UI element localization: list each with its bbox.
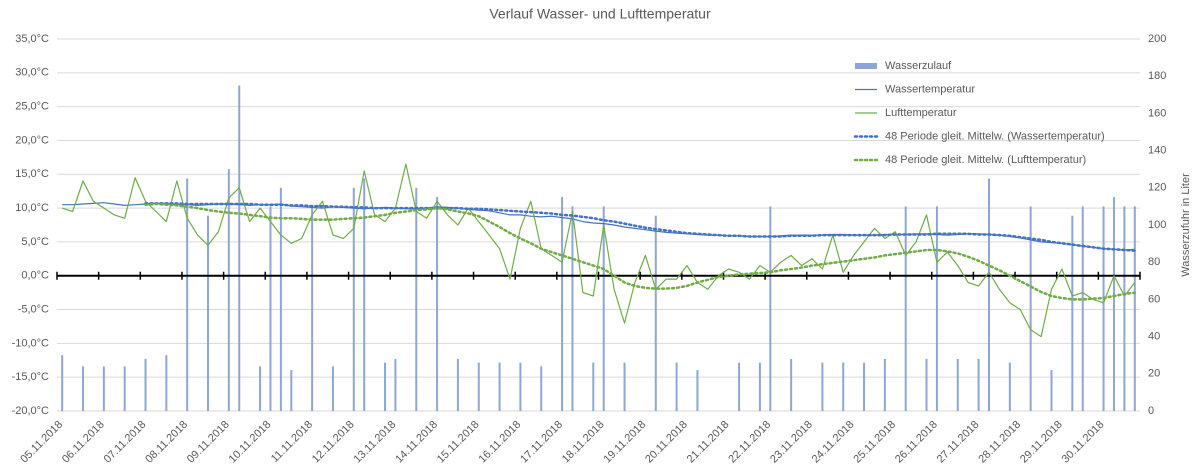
bar: [592, 362, 595, 411]
legend-label: Wassertemperatur: [885, 83, 975, 95]
bar: [311, 206, 314, 411]
y-tick-label: -10,0°C: [12, 337, 49, 349]
bar: [82, 366, 85, 411]
bar: [477, 362, 480, 411]
bar: [540, 366, 543, 411]
bar: [1081, 206, 1084, 411]
bar: [394, 358, 397, 411]
bar: [602, 206, 605, 411]
legend-swatch: [855, 63, 877, 69]
y2-tick-label: 60: [1148, 293, 1160, 305]
moving-average-line: [144, 202, 1137, 252]
bar: [863, 362, 866, 411]
bar: [1102, 206, 1105, 411]
legend-label: 48 Periode gleit. Mittelw. (Wassertemper…: [885, 130, 1105, 142]
bar: [769, 206, 772, 411]
bar: [269, 206, 272, 411]
bar: [363, 178, 366, 411]
bar: [352, 187, 355, 411]
bar: [821, 362, 824, 411]
legend-label: Wasserzulauf: [885, 60, 952, 72]
bar: [384, 362, 387, 411]
bar: [227, 169, 230, 411]
chart-title: Verlauf Wasser- und Lufttemperatur: [489, 6, 711, 22]
bar: [498, 362, 501, 411]
bar: [675, 362, 678, 411]
bar: [1029, 206, 1032, 411]
bar: [144, 358, 147, 411]
y2-tick-label: 0: [1148, 405, 1154, 417]
bar: [696, 370, 699, 411]
bar: [259, 366, 262, 411]
y-tick-label: 20,0°C: [15, 134, 49, 146]
bar: [519, 362, 522, 411]
line: [62, 163, 1136, 338]
bar: [790, 358, 793, 411]
bar: [1112, 197, 1115, 411]
bar: [988, 178, 991, 411]
bar: [186, 178, 189, 411]
y2-tick-label: 140: [1148, 145, 1166, 157]
bar: [1071, 215, 1074, 411]
bar: [415, 187, 418, 411]
bar: [61, 355, 64, 411]
y2-tick-label: 20: [1148, 368, 1160, 380]
y-tick-label: -20,0°C: [12, 405, 49, 417]
bar: [654, 215, 657, 411]
bar: [904, 206, 907, 411]
bar: [977, 358, 980, 411]
y-tick-label: 35,0°C: [15, 33, 49, 45]
y-tick-label: 25,0°C: [15, 101, 49, 113]
bar: [290, 370, 293, 411]
bar: [165, 355, 168, 411]
y2-axis-label: Wasserzufuhr in Liter: [1180, 173, 1192, 277]
bar: [436, 197, 439, 411]
y-tick-label: -5,0°C: [18, 303, 49, 315]
legend-label: 48 Periode gleit. Mittelw. (Lufttemperat…: [885, 154, 1086, 166]
y2-tick-label: 100: [1148, 219, 1166, 231]
bar: [331, 366, 334, 411]
bar: [279, 187, 282, 411]
bar: [758, 362, 761, 411]
y2-tick-label: 200: [1148, 33, 1166, 45]
bar: [206, 215, 209, 411]
y-tick-label: 15,0°C: [15, 168, 49, 180]
y-tick-label: 30,0°C: [15, 67, 49, 79]
y-tick-label: 10,0°C: [15, 202, 49, 214]
bar: [561, 197, 564, 411]
bar: [738, 362, 741, 411]
bar: [623, 362, 626, 411]
bar: [1123, 206, 1126, 411]
y2-tick-label: 160: [1148, 107, 1166, 119]
bar: [238, 85, 241, 411]
y2-tick-label: 120: [1148, 182, 1166, 194]
bar: [102, 366, 105, 411]
bar: [571, 206, 574, 411]
legend-label: Lufttemperatur: [885, 107, 957, 119]
bar: [123, 366, 126, 411]
bar: [883, 358, 886, 411]
bar: [1050, 370, 1053, 411]
y-tick-label: -15,0°C: [12, 371, 49, 383]
y-tick-label: 0,0°C: [21, 270, 49, 282]
bar: [1008, 362, 1011, 411]
bar: [935, 206, 938, 411]
bar: [1133, 206, 1136, 411]
y-tick-label: 5,0°C: [21, 236, 49, 248]
bar: [456, 358, 459, 411]
bar: [956, 358, 959, 411]
y2-tick-label: 80: [1148, 256, 1160, 268]
bar: [925, 358, 928, 411]
moving-average-line: [144, 202, 1137, 301]
bar: [842, 362, 845, 411]
y2-tick-label: 40: [1148, 331, 1160, 343]
y2-tick-label: 180: [1148, 70, 1166, 82]
